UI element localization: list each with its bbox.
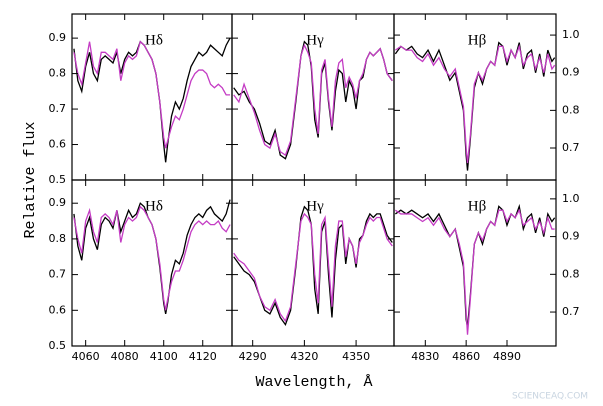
y-tick-label: 0.8: [562, 103, 580, 116]
y-tick-label: 1.0: [562, 192, 580, 205]
panel: [73, 199, 231, 314]
x-axis-label: Wavelength, Å: [255, 374, 372, 391]
y-tick-label: 0.9: [562, 66, 580, 79]
panel-title: Hβ: [468, 32, 486, 48]
watermark: SCIENCEAQ.COM: [512, 392, 588, 402]
panel: [233, 205, 393, 326]
x-tick-label: 4080: [111, 350, 139, 363]
panel: [394, 41, 556, 171]
y-tick-label: 0.8: [49, 67, 67, 80]
x-tick-label: 4860: [452, 350, 480, 363]
y-axis-label: Relative flux: [22, 121, 39, 238]
spectrum-line: [73, 199, 231, 314]
y-tick-label: 0.7: [49, 102, 67, 115]
x-tick-label: 4120: [189, 350, 217, 363]
panel-frame: [393, 179, 557, 347]
panel-title: Hγ: [306, 198, 324, 214]
panel-title: Hδ: [145, 32, 163, 48]
x-tick-label: 4290: [239, 350, 267, 363]
y-tick-label: 0.5: [49, 339, 67, 352]
x-tick-label: 4830: [411, 350, 439, 363]
spectrum-line: [394, 41, 556, 171]
spectrum-line: [394, 203, 556, 328]
y-tick-label: 0.5: [49, 173, 67, 186]
y-tick-label: 0.8: [562, 267, 580, 280]
x-tick-label: 4060: [72, 350, 100, 363]
y-tick-label: 1.0: [562, 28, 580, 41]
y-tick-label: 0.7: [562, 141, 580, 154]
spectrum-line: [73, 40, 231, 149]
y-tick-label: 0.6: [49, 138, 67, 151]
x-tick-label: 4320: [290, 350, 318, 363]
spectrum-line: [233, 40, 393, 160]
spectrum-line: [394, 208, 555, 335]
x-tick-label: 4100: [150, 350, 178, 363]
spectrum-line: [73, 37, 231, 163]
panel-title: Hβ: [468, 198, 486, 214]
y-tick-label: 0.7: [49, 268, 67, 281]
y-tick-label: 0.8: [49, 232, 67, 245]
x-tick-label: 4890: [493, 350, 521, 363]
spectrum-line: [233, 212, 393, 323]
spectrum-line: [73, 205, 231, 311]
y-tick-label: 0.9: [49, 31, 67, 44]
y-tick-label: 0.6: [49, 303, 67, 316]
panel: [73, 37, 231, 163]
spectrum-line: [233, 43, 393, 157]
y-tick-label: 0.9: [49, 196, 67, 209]
spectrum-line: [394, 44, 556, 164]
panel-title: Hγ: [306, 32, 324, 48]
x-tick-label: 4350: [342, 350, 370, 363]
y-tick-label: 0.7: [562, 305, 580, 318]
panel: [233, 40, 393, 160]
y-tick-label: 0.9: [562, 230, 580, 243]
panel: [394, 203, 556, 335]
panel-title: Hδ: [145, 198, 163, 214]
spectrum-line: [233, 205, 393, 326]
